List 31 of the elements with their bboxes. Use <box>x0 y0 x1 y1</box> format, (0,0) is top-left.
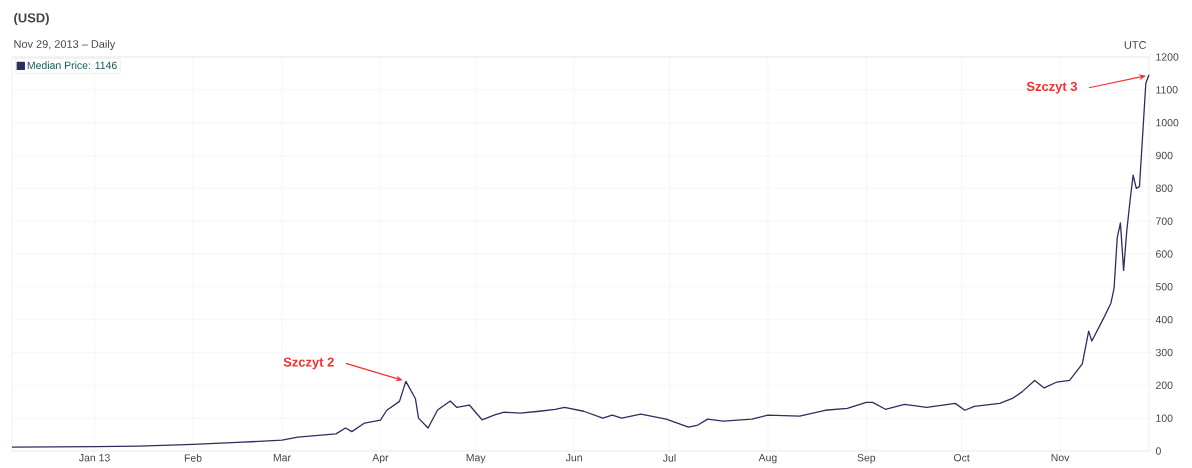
x-tick-label: Feb <box>184 454 202 462</box>
y-tick-label: 500 <box>1155 283 1173 291</box>
x-tick-label: Aug <box>758 454 777 464</box>
annotation: Szczyt 2 <box>283 357 334 370</box>
y-tick-label: 1100 <box>1156 86 1178 94</box>
x-tick-label: Mar <box>273 454 291 462</box>
x-tick-label: May <box>466 454 486 464</box>
chart-title: (USD) <box>14 12 49 26</box>
annotation: Szczyt 3 <box>1026 81 1077 94</box>
y-tick-label: 1000 <box>1156 118 1179 127</box>
y-tick-label: 100 <box>1156 414 1173 422</box>
legend-label: Median Price: 1146 <box>27 61 117 70</box>
x-tick-label: Jan 13 <box>79 454 110 462</box>
y-tick-label: 700 <box>1156 217 1173 225</box>
y-tick-label: 1200 <box>1156 53 1179 61</box>
y-tick-label: 300 <box>1155 348 1173 357</box>
y-tick-label: 900 <box>1156 151 1173 160</box>
y-tick-label: 200 <box>1156 381 1173 390</box>
chart-subtitle: Nov 29, 2013 – Daily <box>14 39 116 51</box>
y-tick-label: 400 <box>1155 315 1173 324</box>
x-tick-label: Jun <box>565 454 582 462</box>
x-tick-label: Nov <box>1051 454 1070 462</box>
x-tick-label: Oct <box>953 454 970 462</box>
y-tick-label: 600 <box>1156 250 1173 258</box>
x-tick-label: Jul <box>662 454 676 462</box>
x-tick-label: Sep <box>857 454 876 464</box>
y-tick-label: 0 <box>1155 447 1161 455</box>
y-tick-label: 800 <box>1155 184 1173 193</box>
line-series <box>11 74 1150 448</box>
x-tick-label: Apr <box>372 454 389 464</box>
text: UTC <box>1124 41 1147 49</box>
